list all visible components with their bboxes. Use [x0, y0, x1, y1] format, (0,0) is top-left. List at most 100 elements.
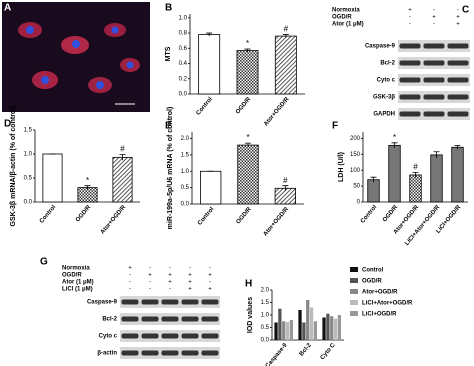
band-label: β-actin — [97, 351, 117, 357]
blot-band — [447, 43, 469, 49]
blot-band — [423, 77, 445, 83]
significance-marker: # — [283, 176, 288, 185]
blot-band — [161, 333, 179, 339]
condition-sign: - — [433, 8, 435, 14]
y-tick-label: 0.5 — [261, 325, 270, 331]
legend-swatch — [350, 278, 358, 283]
blot-band — [181, 299, 199, 305]
legend-swatch — [350, 300, 358, 305]
bar — [313, 321, 318, 340]
bar — [77, 187, 98, 203]
y-tick-label: 200 — [350, 136, 361, 142]
condition-sign: - — [189, 266, 191, 272]
blot-band — [399, 94, 421, 100]
legend-label: Ator+OGD/R — [362, 290, 398, 296]
y-tick-label: 0.0 — [24, 200, 33, 206]
error-bar — [412, 172, 419, 178]
blot-band — [423, 43, 445, 49]
condition-sign: - — [129, 287, 131, 293]
band-label: GAPDH — [373, 112, 395, 118]
condition-label: LiCl (1 μM) — [62, 287, 93, 293]
panel-label: H — [245, 279, 252, 290]
y-tick-label: 0.5 — [24, 176, 33, 182]
legend-label: Control — [362, 268, 384, 274]
condition-sign: - — [169, 287, 171, 293]
x-tick-label: Caspase-9 — [265, 342, 289, 366]
legend-swatch — [350, 311, 358, 316]
x-tick-label: Ator+OGD/R — [263, 206, 291, 238]
error-bar — [454, 144, 461, 150]
bar — [285, 322, 290, 340]
band-label: Caspase-9 — [365, 44, 396, 50]
blot-band — [161, 299, 179, 305]
condition-sign: + — [208, 273, 212, 279]
y-tick-label: 150 — [350, 152, 361, 158]
significance-marker: # — [413, 163, 418, 172]
error-bar — [206, 32, 213, 37]
band-label: GSK-3β — [373, 95, 395, 101]
condition-sign: + — [188, 287, 192, 293]
legend-label: OGD/R — [362, 279, 382, 285]
x-tick-label: Bcl-2 — [299, 342, 313, 358]
condition-sign: + — [188, 280, 192, 286]
y-axis-label: MTS — [165, 46, 172, 61]
blot-band — [447, 111, 469, 117]
y-axis-label: GSK-3β mRNA/β-actin (% of control) — [10, 106, 17, 227]
condition-label: Ator (1 μM) — [332, 22, 364, 28]
x-tick-label: Control — [197, 206, 216, 226]
condition-label: Ator (1 μM) — [62, 280, 94, 286]
condition-sign: + — [456, 22, 460, 28]
condition-label: Normoxia — [62, 266, 90, 272]
condition-sign: - — [409, 22, 411, 28]
y-axis-label: miR-199a-5p/U6 mRNA (% of control) — [167, 107, 174, 230]
blot-band — [141, 333, 159, 339]
x-tick-label: OGD/R — [235, 96, 253, 115]
error-bar — [84, 185, 91, 190]
blot-band — [201, 350, 219, 356]
x-tick-label: Cyto C — [320, 342, 337, 361]
band-label: Bcl-2 — [102, 317, 117, 323]
panel-label: C — [462, 5, 469, 16]
condition-label: OGD/R — [62, 273, 82, 279]
y-axis-label: LDH (U/l) — [338, 152, 345, 182]
y-tick-label: 0.0 — [261, 338, 270, 344]
y-tick-label: 2.0 — [181, 136, 190, 142]
panel-label: F — [332, 121, 338, 132]
blot-band — [423, 60, 445, 66]
condition-label: OGD/R — [332, 15, 352, 21]
y-tick-label: 0.8 — [179, 31, 188, 37]
blot-band — [399, 77, 421, 83]
y-tick-label: 0.2 — [179, 76, 188, 82]
bar — [326, 313, 330, 340]
y-axis-label: IOD values — [247, 297, 254, 333]
panel-label: G — [40, 257, 48, 268]
bar — [278, 308, 282, 340]
blot-band — [201, 333, 219, 339]
y-tick-label: 1.0 — [24, 152, 33, 158]
blot-band — [201, 316, 219, 322]
condition-label: Normoxia — [332, 8, 360, 14]
legend-swatch — [350, 267, 358, 272]
significance-marker: # — [120, 145, 125, 154]
y-tick-label: 0.0 — [181, 202, 190, 208]
condition-sign: - — [433, 22, 435, 28]
condition-sign: - — [209, 280, 211, 286]
bar — [409, 174, 422, 203]
condition-sign: + — [208, 287, 212, 293]
condition-sign: + — [128, 266, 132, 272]
bar — [388, 144, 401, 203]
x-tick-label: Ator+OGD/R — [100, 204, 128, 236]
blot-band — [121, 316, 139, 322]
condition-sign: - — [169, 266, 171, 272]
band-label: Cyto c — [99, 334, 118, 340]
y-tick-label: 0.5 — [181, 185, 190, 191]
condition-sign: - — [409, 15, 411, 21]
blot-band — [121, 350, 139, 356]
bar — [289, 320, 294, 340]
blot-band — [181, 333, 199, 339]
band-label: Bcl-2 — [380, 61, 395, 67]
y-tick-label: 0.4 — [179, 61, 188, 67]
error-bar — [244, 48, 251, 53]
blot-band — [121, 333, 139, 339]
y-tick-label: 0.0 — [179, 92, 188, 98]
